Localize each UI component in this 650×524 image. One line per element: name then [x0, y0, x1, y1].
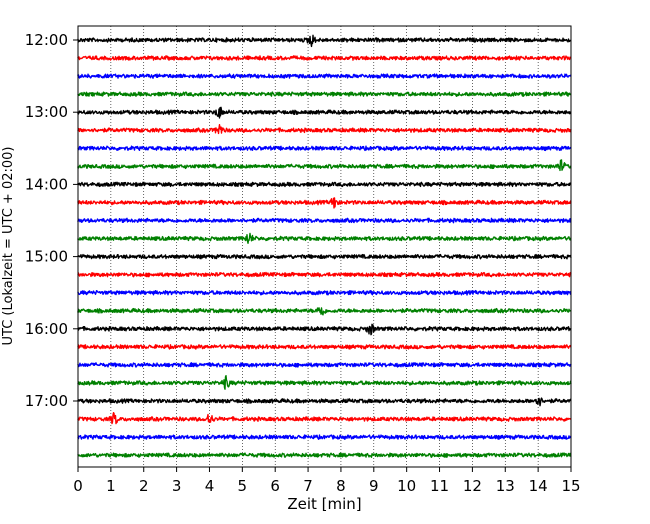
- trace-row-21: [77, 412, 572, 425]
- x-tick-label: 7: [303, 477, 313, 495]
- x-tick-label: 11: [430, 477, 449, 495]
- trace-row-14: [77, 289, 572, 296]
- y-tick-label: 15:00: [25, 248, 68, 266]
- x-tick-label: 13: [496, 477, 515, 495]
- trace-row-11: [77, 232, 572, 244]
- x-tick-label: 5: [238, 477, 248, 495]
- trace-row-5: [77, 123, 572, 135]
- x-tick-label: 8: [336, 477, 346, 495]
- y-tick-label: 17:00: [25, 392, 68, 410]
- x-tick-label: 12: [463, 477, 482, 495]
- plot-frame: [77, 25, 572, 468]
- x-tick-label: 14: [529, 477, 548, 495]
- y-tick-label: 13:00: [25, 103, 68, 121]
- x-tick-label: 3: [172, 477, 182, 495]
- trace-row-10: [77, 217, 572, 224]
- x-axis-ticks: 0 1 2 3 4 5 6 7 8 9 10 11 12 13 14 15: [73, 467, 581, 495]
- y-tick-label: 14:00: [25, 175, 68, 193]
- trace-row-6: [77, 145, 572, 152]
- x-tick-label: 9: [369, 477, 379, 495]
- trace-row-17: [77, 344, 572, 350]
- trace-row-23: [77, 452, 572, 459]
- trace-row-16: [77, 323, 572, 336]
- trace-row-0: [77, 34, 572, 48]
- trace-row-22: [77, 434, 572, 440]
- x-tick-label: 15: [561, 477, 580, 495]
- trace-row-9: [77, 197, 572, 209]
- trace-row-2: [77, 73, 572, 79]
- trace-row-13: [77, 271, 572, 278]
- x-tick-label: 4: [205, 477, 215, 495]
- x-axis-label: Zeit [min]: [287, 495, 361, 513]
- trace-row-20: [77, 397, 572, 407]
- y-tick-label: 12:00: [25, 31, 68, 49]
- trace-row-7: [77, 159, 572, 172]
- y-axis-label: UTC (Lokalzeit = UTC + 02:00): [1, 147, 16, 346]
- trace-row-8: [77, 181, 572, 188]
- trace-layer: [77, 34, 572, 459]
- x-tick-label: 1: [106, 477, 116, 495]
- x-tick-label: 2: [139, 477, 149, 495]
- y-tick-label: 16:00: [25, 320, 68, 338]
- x-tick-label: 10: [397, 477, 416, 495]
- x-tick-label: 0: [73, 477, 83, 495]
- trace-row-18: [77, 362, 572, 368]
- x-tick-label: 6: [270, 477, 280, 495]
- trace-row-3: [77, 91, 572, 97]
- y-axis-ticks: 12:00 13:00 14:00 15:00 16:00 17:00: [25, 31, 78, 410]
- trace-row-15: [77, 307, 572, 316]
- trace-row-12: [77, 253, 572, 260]
- trace-row-1: [77, 55, 572, 61]
- trace-row-19: [77, 374, 572, 390]
- trace-row-4: [77, 106, 572, 119]
